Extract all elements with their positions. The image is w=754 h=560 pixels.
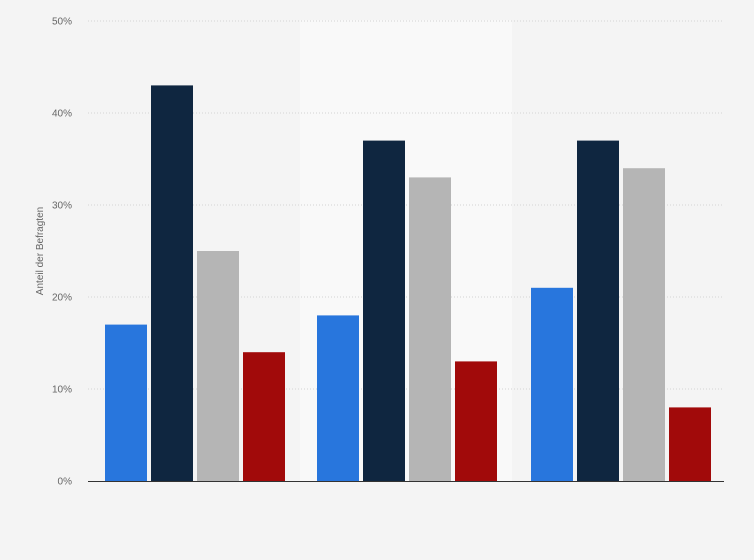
y-tick-label: 10% <box>52 385 72 396</box>
bar <box>531 287 573 481</box>
bar <box>577 140 619 481</box>
gridlines <box>88 20 724 390</box>
bar <box>317 315 359 481</box>
bar <box>243 352 285 481</box>
bar <box>623 168 665 481</box>
y-axis-title: Anteil der Befragten <box>35 207 46 295</box>
bar <box>105 324 147 481</box>
bar <box>151 85 193 482</box>
bar <box>409 177 451 481</box>
bars <box>105 85 711 482</box>
y-tick-label: 0% <box>58 477 73 488</box>
y-tick-label: 50% <box>52 17 72 28</box>
bar <box>669 407 711 481</box>
bar <box>363 140 405 481</box>
y-tick-label: 40% <box>52 109 72 120</box>
y-tick-labels: 0% 10% 20% 30% 40% 50% <box>52 17 72 488</box>
y-tick-label: 20% <box>52 293 72 304</box>
bar <box>455 361 497 481</box>
bar <box>197 251 239 481</box>
y-tick-label: 30% <box>52 201 72 212</box>
